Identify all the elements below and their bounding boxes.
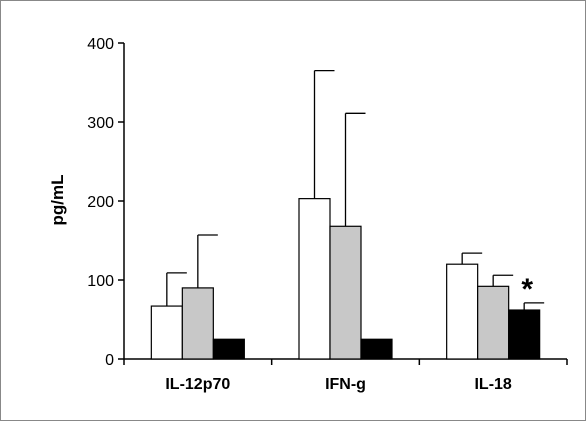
bar-ifn-g-s2 [329,225,362,360]
x-category-label: IFN-g [325,376,366,393]
bar-il-12p70-s1 [150,305,183,360]
bar-il-18-s2 [477,285,510,360]
y-tick-label: 200 [87,194,114,211]
bar-il-18-s3 [508,309,541,360]
significance-asterisk: * [521,273,533,306]
y-tick-label: 400 [87,36,114,53]
y-tick-label: 300 [87,115,114,132]
bar-il-18-s1 [446,263,479,360]
bar-ifn-g-s1 [298,198,331,360]
x-category-label: IL-18 [474,376,511,393]
y-axis-label: pg/mL [48,175,67,226]
y-tick-label: 0 [105,352,114,369]
bar-il-12p70-s3 [212,338,245,360]
y-tick-label: 100 [87,273,114,290]
bar-ifn-g-s3 [360,338,393,360]
bar-il-12p70-s2 [181,287,214,360]
bars [150,70,545,360]
x-category-label: IL-12p70 [165,376,230,393]
labels: pg/mL 0 100 200 300 400 IL-12p70 IFN-g IL-18 * [48,36,533,393]
